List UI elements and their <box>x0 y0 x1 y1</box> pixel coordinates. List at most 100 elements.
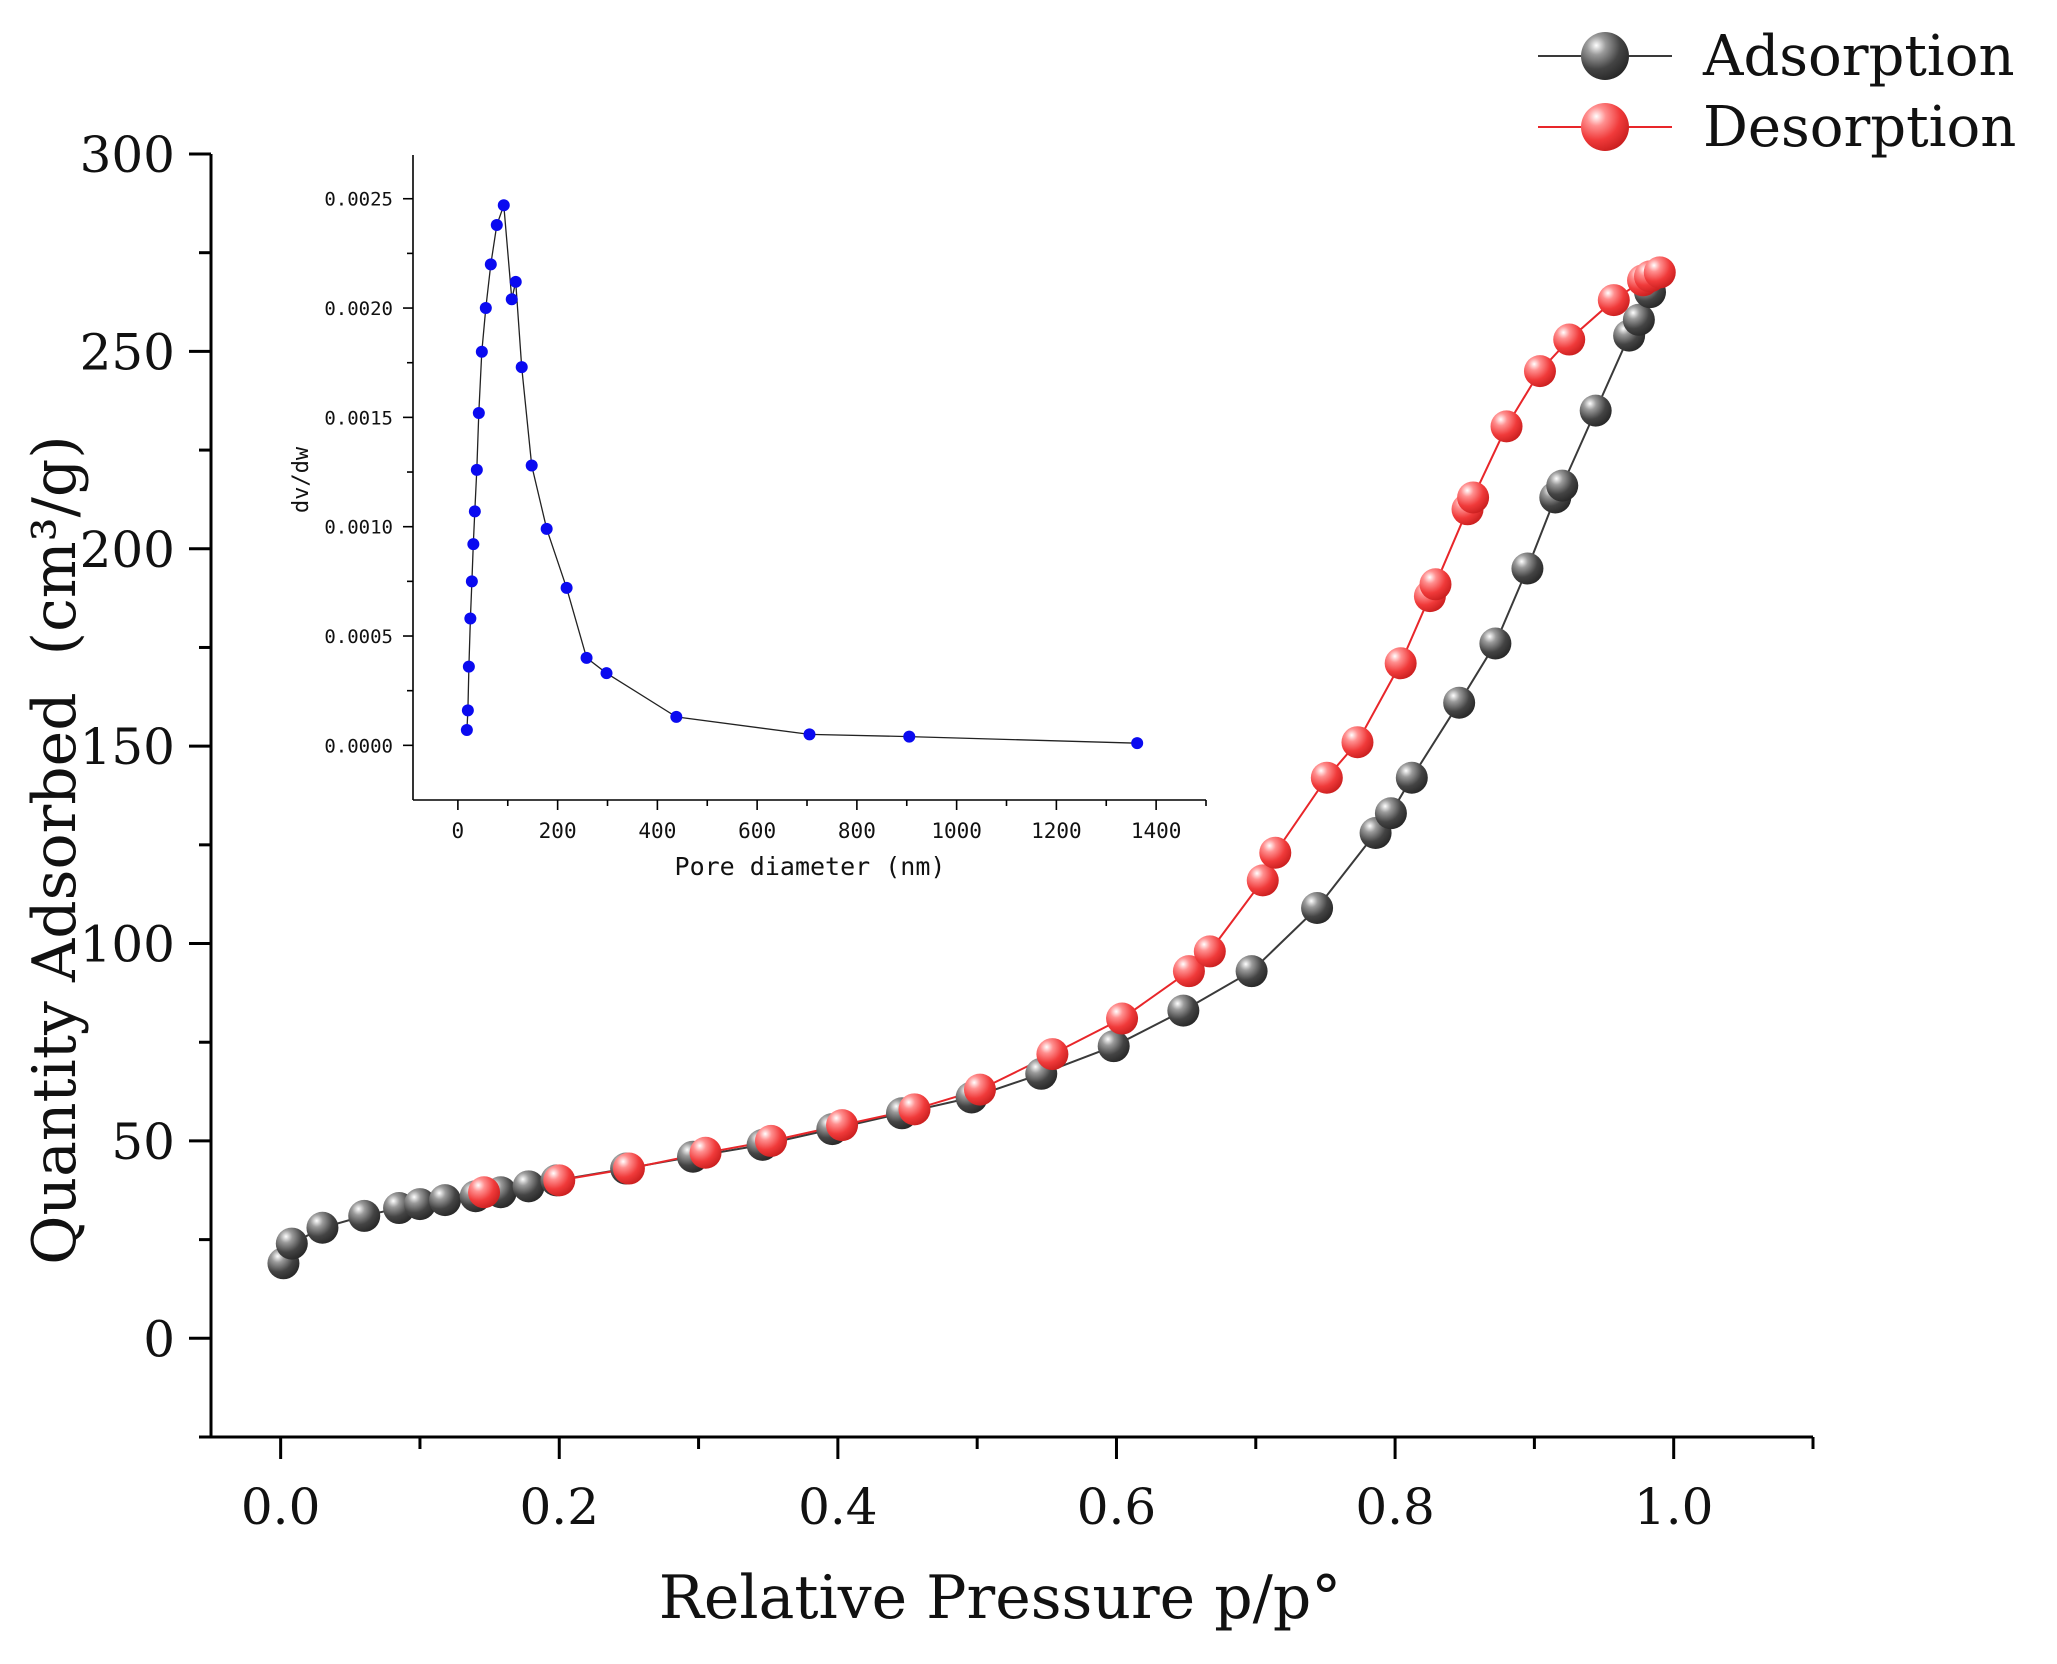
adsorption-point <box>429 1184 461 1216</box>
pore-distribution-point <box>510 276 522 288</box>
desorption-point <box>1457 481 1489 513</box>
adsorption-point <box>1623 304 1655 336</box>
main-x-axis-label: Relative Pressure p/p° <box>659 1563 1342 1633</box>
adsorption-point <box>1511 553 1543 585</box>
pore-distribution-point <box>473 407 485 419</box>
desorption-point <box>1341 726 1373 758</box>
main-x-tick-label: 0.6 <box>1077 1478 1157 1536</box>
legend-marker-adsorption <box>1581 32 1629 80</box>
pore-distribution-point <box>601 667 613 679</box>
pore-distribution-point <box>467 538 479 550</box>
desorption-point <box>1036 1038 1068 1070</box>
desorption-point <box>964 1074 996 1106</box>
desorption-point <box>1259 837 1291 869</box>
inset-x-tick-label: 1200 <box>1031 819 1082 843</box>
pore-distribution-point <box>903 731 915 743</box>
inset-y-tick-label: 0.0010 <box>324 517 393 539</box>
pore-distribution-point <box>506 293 518 305</box>
inset-y-tick-label: 0.0000 <box>324 735 393 757</box>
pore-distribution-point <box>471 464 483 476</box>
inset-x-tick-label: 600 <box>738 819 776 843</box>
inset-y-tick-label: 0.0015 <box>324 407 393 429</box>
legend-label-adsorption: Adsorption <box>1702 24 2015 89</box>
main-y-tick-label: 150 <box>80 718 175 776</box>
pore-distribution-point <box>461 724 473 736</box>
main-y-tick-label: 300 <box>80 126 175 184</box>
pore-distribution-point <box>469 505 481 517</box>
main-y-tick-label: 0 <box>143 1310 175 1368</box>
adsorption-point <box>1580 395 1612 427</box>
main-series-line-desorption <box>484 272 1660 1192</box>
desorption-point <box>1194 935 1226 967</box>
inset-y-tick-label: 0.0005 <box>324 626 393 648</box>
adsorption-point <box>1396 762 1428 794</box>
desorption-point <box>1644 256 1676 288</box>
desorption-point <box>1419 568 1451 600</box>
inset-series <box>461 199 1143 749</box>
adsorption-point <box>1167 995 1199 1027</box>
main-x-tick-label: 1.0 <box>1634 1478 1714 1536</box>
main-x-ticks: 0.0 0.2 0.4 0.6 0.8 1.0 <box>211 1437 1813 1536</box>
desorption-point <box>1553 324 1585 356</box>
adsorption-point <box>1546 470 1578 502</box>
desorption-point <box>690 1137 722 1169</box>
main-y-tick-label: 250 <box>80 323 175 381</box>
main-y-axis-label: Quantity Adsorbed (cm³/g) <box>20 435 90 1264</box>
main-x-tick-label: 0.2 <box>519 1478 599 1536</box>
pore-distribution-point <box>581 652 593 664</box>
legend-marker-desorption <box>1581 103 1629 151</box>
inset-x-axis-label: Pore diameter (nm) <box>675 852 946 881</box>
pore-distribution-point <box>464 613 476 625</box>
main-y-tick-label: 100 <box>80 916 175 974</box>
inset-x-tick-label: 0 <box>452 819 465 843</box>
inset-x-tick-label: 1400 <box>1131 819 1182 843</box>
inset-y-tick-label: 0.0025 <box>324 189 393 211</box>
pore-distribution-point <box>476 346 488 358</box>
adsorption-point <box>1301 892 1333 924</box>
desorption-point <box>1311 762 1343 794</box>
pore-distribution-point <box>462 704 474 716</box>
pore-distribution-point <box>485 258 497 270</box>
main-y-tick-label: 50 <box>111 1113 175 1171</box>
inset-axes <box>413 155 1206 800</box>
figure: 050100150200250300 0.0 0.2 0.4 0.6 0.8 1.0 Re… <box>0 0 2057 1664</box>
inset-x-tick-label: 200 <box>539 819 577 843</box>
pore-distribution-point <box>561 582 573 594</box>
desorption-point <box>1106 1003 1138 1035</box>
pore-distribution-point <box>463 661 475 673</box>
desorption-point <box>755 1125 787 1157</box>
inset-y-tick-label: 0.0020 <box>324 298 393 320</box>
adsorption-point <box>1443 687 1475 719</box>
main-y-ticks: 0 50 100 150 200 250 300 <box>80 126 211 1437</box>
legend-label-desorption: Desorption <box>1703 95 2016 160</box>
pore-distribution-point <box>491 219 503 231</box>
adsorption-point <box>306 1212 338 1244</box>
desorption-point <box>1524 355 1556 387</box>
desorption-point <box>613 1153 645 1185</box>
pore-distribution-point <box>526 459 538 471</box>
inset-y-ticks: 0.0000 0.0005 0.0010 0.0015 0.0020 0.0025 <box>324 189 413 758</box>
inset-chart: 0.0000 0.0005 0.0010 0.0015 0.0020 0.0025 0 20… <box>289 155 1206 881</box>
main-x-tick-label: 0.4 <box>798 1478 878 1536</box>
adsorption-point <box>348 1200 380 1232</box>
desorption-point <box>826 1109 858 1141</box>
legend: Adsorption Desorption <box>1538 24 2016 160</box>
inset-x-tick-label: 1000 <box>931 819 982 843</box>
desorption-point <box>1247 864 1279 896</box>
desorption-point <box>468 1176 500 1208</box>
main-y-axis-label-main: Quantity Adsorbed <box>20 692 90 1264</box>
inset-y-axis-label: dv/dw <box>289 446 314 513</box>
adsorption-point <box>1375 797 1407 829</box>
main-x-tick-label: 0.8 <box>1355 1478 1435 1536</box>
legend-item-adsorption: Adsorption <box>1538 24 2015 89</box>
adsorption-point <box>513 1170 545 1202</box>
pore-distribution-point <box>516 361 528 373</box>
main-y-axis-label-unit: (cm³/g) <box>20 435 90 655</box>
adsorption-point <box>1479 628 1511 660</box>
adsorption-point <box>1098 1030 1130 1062</box>
main-series-line-adsorption <box>283 292 1650 1263</box>
inset-series-line <box>467 205 1137 743</box>
desorption-point <box>1598 284 1630 316</box>
pore-distribution-point <box>541 523 553 535</box>
legend-item-desorption: Desorption <box>1538 95 2016 160</box>
